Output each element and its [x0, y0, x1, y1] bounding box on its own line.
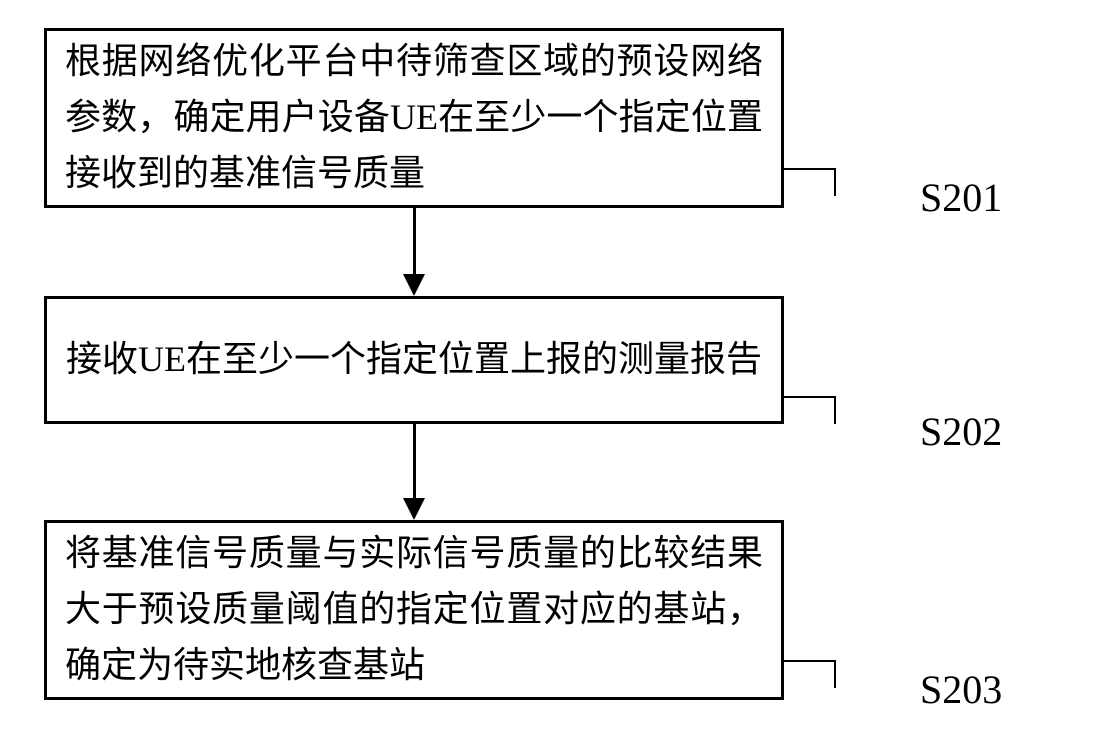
bracket-s203 — [784, 660, 836, 688]
bracket-s201 — [784, 168, 836, 196]
step-label-s203: S203 — [920, 666, 1002, 713]
step-label-s202: S202 — [920, 408, 1002, 455]
step-box-s202: 接收UE在至少一个指定位置上报的测量报告 — [44, 296, 784, 424]
flowchart-canvas: 根据网络优化平台中待筛查区域的预设网络参数，确定用户设备UE在至少一个指定位置接… — [0, 0, 1110, 754]
step-text-s201: 根据网络优化平台中待筛查区域的预设网络参数，确定用户设备UE在至少一个指定位置接… — [65, 34, 763, 201]
arrow-head-s201-s202 — [403, 274, 425, 296]
step-box-s203: 将基准信号质量与实际信号质量的比较结果大于预设质量阈值的指定位置对应的基站，确定… — [44, 520, 784, 700]
step-text-s203: 将基准信号质量与实际信号质量的比较结果大于预设质量阈值的指定位置对应的基站，确定… — [65, 526, 763, 693]
step-label-s201: S201 — [920, 174, 1002, 221]
step-text-s202: 接收UE在至少一个指定位置上报的测量报告 — [66, 332, 762, 388]
step-box-s201: 根据网络优化平台中待筛查区域的预设网络参数，确定用户设备UE在至少一个指定位置接… — [44, 28, 784, 208]
arrow-s202-s203 — [413, 424, 416, 498]
arrow-head-s202-s203 — [403, 498, 425, 520]
bracket-s202 — [784, 396, 836, 424]
arrow-s201-s202 — [413, 208, 416, 274]
